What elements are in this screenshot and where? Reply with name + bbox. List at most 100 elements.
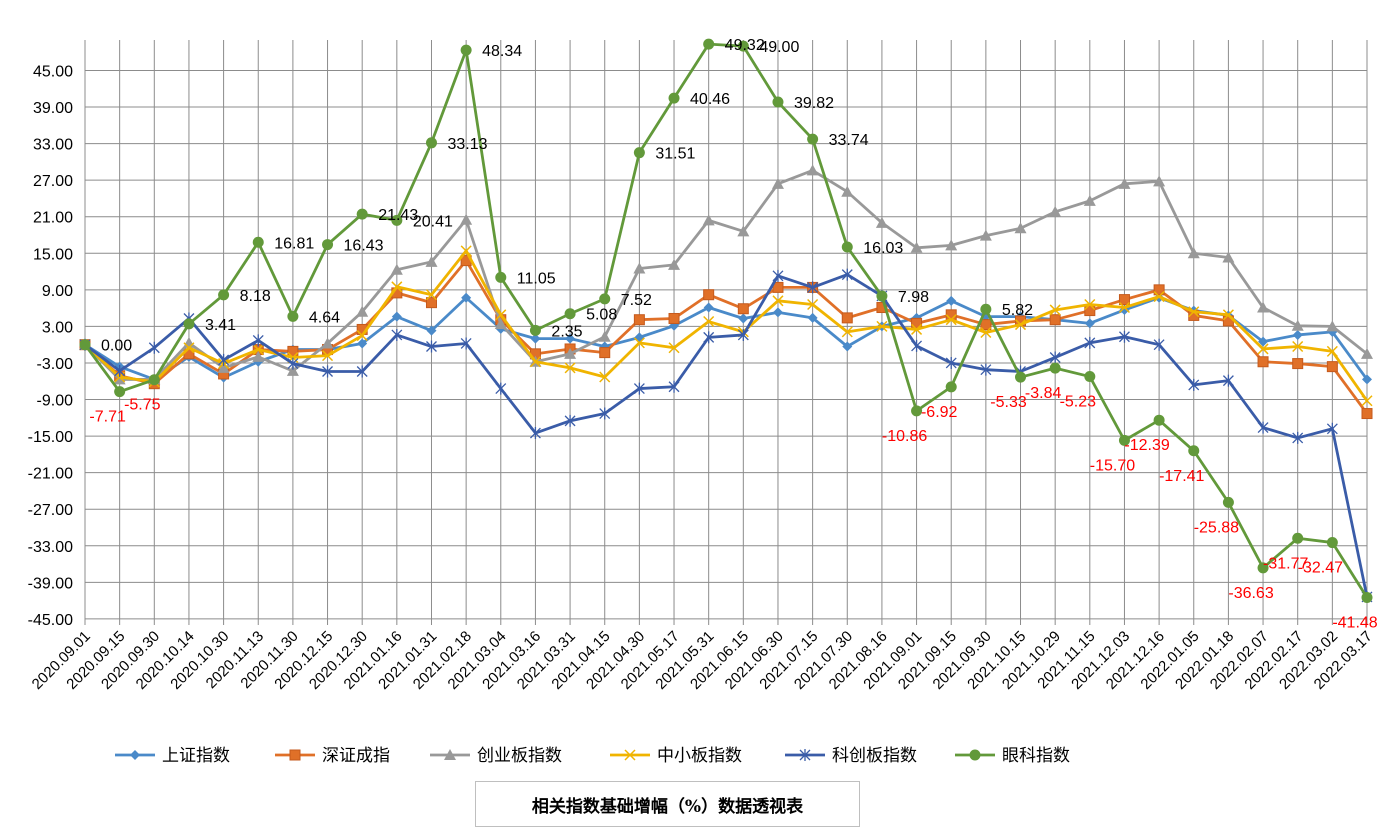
square-marker: [1257, 356, 1269, 368]
data-label: -41.48: [1332, 614, 1377, 631]
triangle-marker: [737, 225, 750, 237]
y-tick-label: -39.00: [28, 575, 73, 592]
y-tick-label: -45.00: [28, 612, 73, 629]
legend-item: 上证指数: [115, 746, 230, 765]
data-label: 31.51: [655, 146, 695, 163]
legend-label: 上证指数: [162, 746, 230, 765]
y-tick-label: 3.00: [42, 319, 73, 336]
star-marker: [772, 269, 784, 282]
y-tick-label: 33.00: [33, 137, 73, 154]
star-marker: [322, 365, 334, 378]
star-marker: [807, 281, 819, 294]
triangle-marker: [460, 213, 473, 225]
y-tick-label: -3.00: [37, 356, 74, 373]
data-label: 20.41: [413, 213, 453, 230]
data-label: 16.81: [274, 235, 314, 252]
diamond-marker: [1084, 318, 1095, 329]
triangle-marker: [771, 177, 784, 189]
square-marker: [1153, 284, 1165, 296]
triangle-marker: [217, 361, 230, 373]
data-label: -32.47: [1298, 560, 1343, 577]
circle-marker: [1118, 434, 1130, 446]
circle-marker: [969, 749, 981, 761]
star-marker: [356, 365, 368, 378]
star-marker: [911, 339, 923, 352]
triangle-marker: [633, 262, 646, 274]
data-label: 16.43: [344, 238, 384, 255]
y-tick-label: 39.00: [33, 100, 73, 117]
diamond-marker: [703, 302, 714, 313]
circle-marker: [356, 208, 368, 220]
x-marker: [668, 342, 680, 354]
x-marker: [1118, 301, 1130, 314]
circle-marker: [252, 236, 264, 248]
data-label: 49.32: [725, 37, 765, 54]
triangle-marker: [841, 185, 854, 197]
square-marker: [703, 289, 715, 301]
star-marker: [799, 749, 811, 761]
x-marker: [1084, 298, 1096, 310]
data-label: -25.88: [1194, 519, 1239, 536]
star-marker: [218, 353, 230, 366]
data-label: 5.82: [1002, 302, 1033, 319]
data-label: 49.00: [759, 39, 799, 56]
data-label: 4.64: [309, 309, 340, 326]
x-marker: [1049, 304, 1061, 316]
triangle-marker: [252, 350, 265, 362]
circle-marker: [218, 289, 230, 301]
y-tick-label: 27.00: [33, 173, 73, 190]
x-marker: [703, 316, 715, 328]
star-marker: [633, 382, 645, 395]
star-marker: [1188, 378, 1200, 391]
data-label: 40.46: [690, 91, 730, 108]
x-marker: [391, 281, 403, 293]
star-marker: [1049, 351, 1061, 364]
x-marker: [1257, 343, 1269, 355]
data-label: 39.82: [794, 95, 834, 112]
star-marker: [668, 380, 680, 393]
series-line: [84, 169, 1368, 381]
diamond-marker: [530, 333, 541, 344]
y-tick-label: -27.00: [28, 502, 73, 519]
circle-marker: [460, 44, 472, 56]
x-marker: [1361, 395, 1373, 407]
triangle-marker: [910, 241, 923, 253]
data-label: 33.13: [447, 136, 487, 153]
circle-marker: [495, 271, 507, 283]
circle-marker: [1153, 414, 1165, 426]
triangle-marker: [564, 347, 577, 359]
data-label: -15.70: [1090, 457, 1135, 474]
diamond-marker: [461, 292, 472, 303]
x-marker: [252, 344, 264, 356]
triangle-marker: [945, 239, 958, 251]
series-star: [79, 268, 1373, 603]
square-marker: [980, 319, 992, 331]
star-marker: [287, 357, 299, 370]
x-marker: [1014, 319, 1027, 331]
legend-item: 眼科指数: [955, 746, 1070, 765]
circle-marker: [1084, 371, 1096, 383]
circle-marker: [183, 318, 195, 330]
circle-marker: [1188, 445, 1200, 457]
circle-marker: [911, 405, 923, 417]
triangle-marker: [1083, 194, 1096, 206]
series-diamond: [80, 292, 1372, 385]
square-marker: [425, 297, 437, 309]
x-marker: [1188, 306, 1200, 318]
star-marker: [980, 363, 992, 376]
data-label: 11.05: [517, 270, 556, 287]
y-tick-label: 45.00: [33, 63, 73, 80]
triangle-marker: [806, 164, 819, 176]
star-marker: [841, 268, 853, 281]
x-marker: [564, 362, 576, 374]
data-label: 2.35: [551, 323, 582, 340]
circle-marker: [876, 290, 888, 302]
x-marker: [183, 342, 195, 354]
diamond-marker: [565, 333, 576, 344]
square-marker: [1361, 408, 1373, 420]
triangle-marker: [390, 263, 403, 275]
diamond-marker: [634, 332, 645, 343]
triangle-marker: [1153, 175, 1166, 187]
y-tick-label: -33.00: [28, 539, 73, 556]
